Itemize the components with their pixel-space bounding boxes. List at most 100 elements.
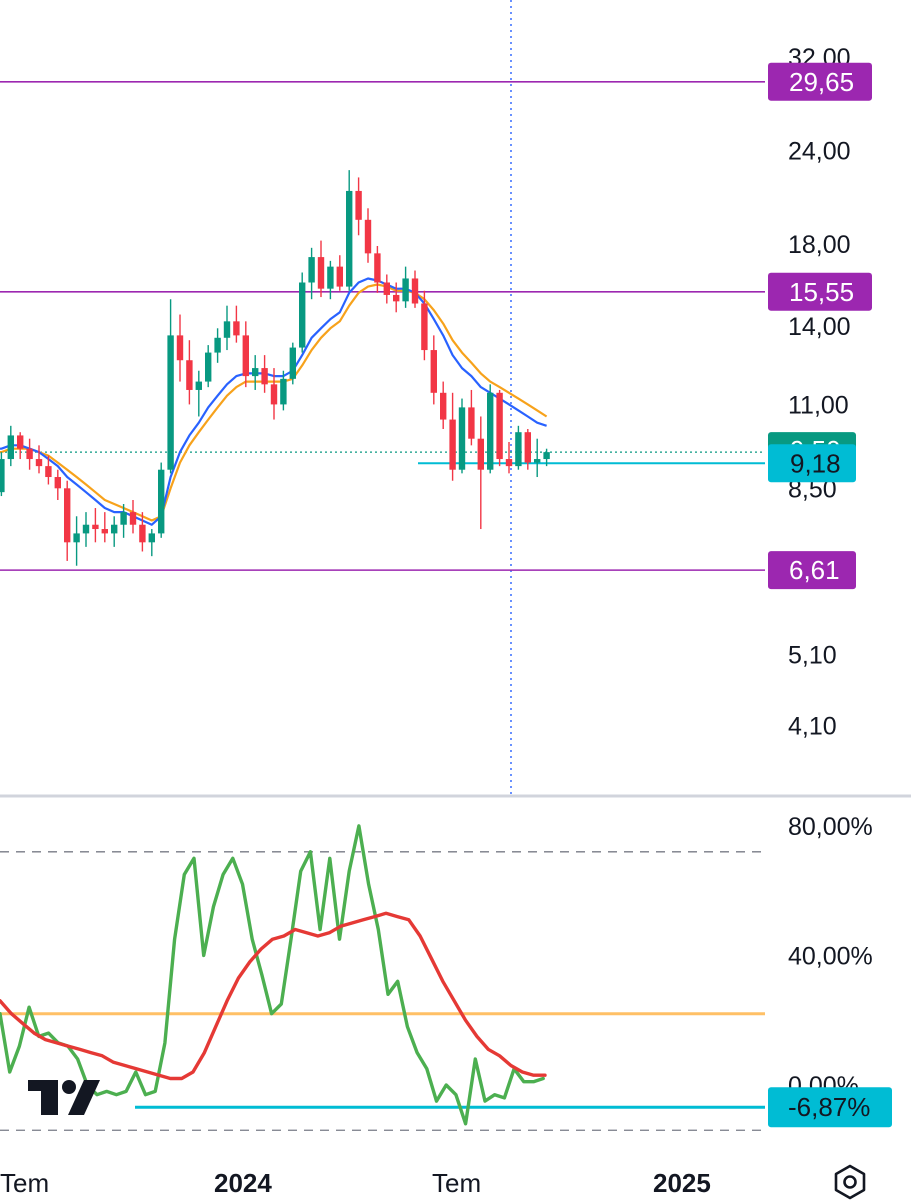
candle-body: [421, 303, 428, 351]
osc-support-tag-text: -6,87%: [788, 1092, 870, 1122]
candle: [468, 389, 475, 446]
candle: [364, 208, 372, 263]
candle: [205, 345, 212, 388]
candle: [26, 438, 33, 470]
candle-body: [496, 392, 503, 460]
support-tag-bg: [768, 444, 856, 483]
candle: [487, 384, 494, 474]
candle-body: [374, 253, 381, 283]
candle: [120, 503, 127, 538]
candle: [261, 355, 268, 393]
candle: [543, 448, 550, 467]
candle-body: [205, 352, 212, 382]
candle: [327, 260, 334, 300]
candle: [111, 516, 118, 547]
candle: [393, 282, 400, 313]
candle-body: [534, 459, 541, 463]
candle: [64, 480, 71, 561]
oscillator-pane[interactable]: 80,00%40,00%0,00%-6,87%: [0, 813, 892, 1131]
candle-body: [449, 419, 456, 470]
y-tick-label: 11,00: [788, 391, 849, 419]
level-tag-text: 6,61: [789, 555, 840, 585]
candle-body: [327, 266, 334, 289]
candle: [214, 328, 221, 363]
candle: [383, 274, 390, 304]
candle-body: [7, 435, 14, 460]
level-tag: 29,65: [768, 62, 872, 101]
x-tick-label: Tem: [432, 1168, 481, 1198]
candle: [186, 340, 193, 405]
candle-body: [111, 524, 118, 534]
settings-hexagon-icon[interactable]: [834, 1164, 866, 1200]
candle: [524, 428, 531, 470]
candle: [92, 508, 99, 543]
candle: [317, 240, 325, 298]
candle-body: [82, 524, 90, 534]
candle-body: [233, 321, 240, 336]
candle-body: [402, 278, 409, 302]
candle-body: [167, 335, 174, 470]
price-pane[interactable]: 32,0024,0018,0014,0011,008,505,104,109,5…: [0, 0, 872, 796]
osc-green-line: [0, 824, 545, 1126]
candle-body: [252, 368, 259, 377]
y-tick-label: 18,00: [788, 231, 851, 259]
candle-body: [73, 533, 80, 543]
candle: [252, 355, 259, 390]
candle-body: [393, 294, 400, 302]
candle: [242, 321, 249, 388]
candle-body: [336, 266, 343, 287]
candle: [233, 305, 240, 343]
candle: [421, 290, 428, 361]
candle-body: [524, 432, 531, 463]
candle-body: [26, 448, 33, 460]
candle: [336, 255, 343, 291]
candle-body: [148, 533, 155, 543]
candle-body: [317, 257, 325, 289]
candle-body: [0, 459, 5, 493]
candle: [0, 452, 5, 497]
candle-body: [223, 321, 231, 338]
level-tag-bg: [768, 62, 872, 101]
candle: [176, 314, 184, 382]
candle-body: [17, 435, 24, 449]
candle: [308, 247, 315, 300]
candle: [54, 469, 61, 501]
candle-body: [270, 384, 278, 405]
candle: [289, 342, 296, 385]
candle: [534, 438, 541, 478]
candle: [73, 516, 80, 566]
support-tag: 9,18: [768, 444, 856, 483]
y-tick-label: 24,00: [788, 138, 851, 166]
candle-body: [214, 337, 221, 353]
candle-body: [477, 438, 484, 470]
time-axis[interactable]: Tem 2024 Tem 2025: [0, 1168, 711, 1198]
candle-body: [364, 219, 372, 254]
candle-body: [35, 459, 43, 467]
candle: [430, 335, 437, 405]
candle: [449, 392, 456, 481]
candle-body: [383, 282, 390, 295]
candle: [223, 305, 231, 351]
candle-body: [280, 378, 287, 405]
candle-body: [346, 190, 353, 287]
candle: [17, 432, 24, 460]
candle: [505, 442, 513, 474]
level-tag: 15,55: [768, 272, 872, 311]
candle-body: [308, 257, 315, 283]
level-tag-bg: [768, 272, 872, 311]
candle-body: [101, 529, 108, 534]
candle-body: [440, 392, 447, 420]
candle: [129, 500, 137, 534]
level-tag-text: 15,55: [789, 277, 854, 307]
x-tick-label: Tem: [0, 1168, 49, 1198]
candle: [148, 529, 155, 557]
candle: [270, 368, 278, 420]
osc-y-tick-label: 80,00%: [788, 813, 873, 841]
candle-body: [487, 392, 494, 470]
candle: [496, 389, 503, 467]
x-tick-label: 2024: [214, 1168, 272, 1198]
x-tick-label: 2025: [653, 1168, 711, 1198]
candle: [139, 512, 146, 552]
candle-body: [158, 469, 165, 534]
